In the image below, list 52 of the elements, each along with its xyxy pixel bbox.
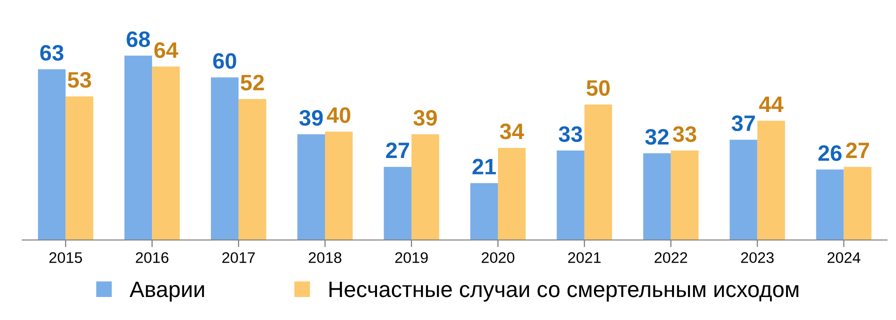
data-label: 40: [326, 107, 350, 124]
data-label: 50: [586, 80, 610, 96]
data-label: 68: [126, 31, 150, 48]
bar: [411, 134, 440, 240]
legend-label: Несчастные случаи со смертельным исходом: [330, 282, 798, 302]
legend-label: Аварии: [130, 282, 204, 302]
data-label: 26: [818, 145, 842, 161]
data-label: 27: [846, 142, 870, 158]
data-label: 33: [672, 126, 696, 142]
x-tick-label: 2018: [308, 252, 342, 264]
data-label: 60: [213, 53, 236, 69]
data-label: 53: [68, 72, 92, 88]
bar: [730, 140, 758, 240]
x-tick-label: 2022: [654, 252, 688, 264]
x-tick-label: 2016: [136, 252, 168, 264]
x-tick-label: 2015: [49, 252, 82, 264]
bar: [844, 166, 872, 240]
bar: [757, 120, 786, 240]
data-label: 21: [472, 158, 496, 174]
bar: [498, 148, 526, 240]
bar: [152, 66, 180, 240]
bar: [470, 183, 498, 240]
bar: [210, 77, 239, 240]
bar: [297, 134, 326, 240]
data-label: 52: [240, 74, 264, 90]
data-label: 63: [40, 44, 64, 61]
bar: [238, 99, 266, 240]
bar: [816, 170, 844, 240]
bar: [38, 69, 66, 240]
data-label: 32: [645, 128, 669, 145]
x-tick-label: 2020: [482, 252, 514, 264]
x-tick-label: 2019: [395, 252, 428, 264]
x-tick-label: 2023: [741, 252, 774, 264]
data-label: 27: [386, 142, 410, 158]
data-label: 44: [759, 96, 784, 112]
bar: [124, 56, 152, 240]
data-label: 39: [299, 110, 323, 126]
bar: [66, 96, 94, 240]
data-label: 34: [500, 124, 524, 140]
bar: [643, 153, 671, 240]
data-label: 37: [732, 115, 755, 132]
data-label: 39: [413, 110, 437, 126]
bar: [384, 166, 412, 240]
bar: [670, 150, 699, 240]
bar: [325, 132, 353, 240]
x-tick-label: 2021: [568, 252, 601, 264]
data-label: 64: [154, 42, 178, 58]
data-label: 33: [558, 126, 582, 142]
x-tick-label: 2017: [222, 252, 255, 264]
bar: [556, 150, 584, 240]
bar: [584, 104, 612, 240]
x-tick-label: 2024: [828, 252, 860, 264]
